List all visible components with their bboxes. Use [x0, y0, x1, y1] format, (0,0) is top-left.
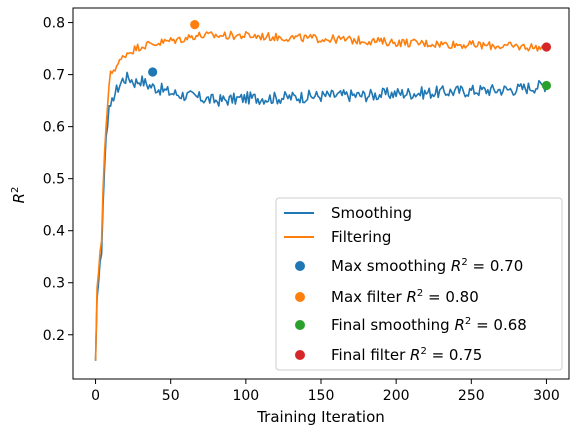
marker-max-smoothing: [148, 67, 158, 77]
x-tick-label: 200: [383, 388, 410, 404]
marker-final-filter: [541, 42, 552, 52]
legend-label-max-filter: Max filter R2 = 0.80: [331, 288, 479, 306]
legend-max-filter-sup: 2: [417, 288, 423, 299]
legend-label-final-filter: Final filter R2 = 0.75: [331, 346, 482, 364]
y-tick-label: 0.5: [43, 172, 65, 188]
x-tick-label: 100: [232, 388, 259, 404]
x-tick-label: 150: [308, 388, 335, 404]
x-tick-label: 0: [91, 388, 100, 404]
legend-final-filter-prefix: Final filter: [331, 346, 410, 364]
legend-max-smoothing-value: = 0.70: [468, 257, 524, 275]
legend-max-smoothing-prefix: Max smoothing: [331, 257, 451, 275]
legend: Smoothing Filtering Max smoothing R2 = 0…: [275, 197, 563, 371]
legend-final-smoothing-r: R: [454, 316, 464, 334]
legend-label-final-smoothing: Final smoothing R2 = 0.68: [331, 316, 527, 334]
legend-final-smoothing-value: = 0.68: [471, 316, 527, 334]
legend-swatch-final-filter: [295, 350, 305, 360]
x-tick-label: 300: [533, 388, 560, 404]
legend-max-smoothing-r: R: [451, 257, 461, 275]
x-tick-label: 50: [162, 388, 180, 404]
legend-max-filter-prefix: Max filter: [331, 288, 406, 306]
legend-final-smoothing-prefix: Final smoothing: [331, 316, 454, 334]
x-tick-label: 250: [458, 388, 485, 404]
y-tick-label: 0.7: [43, 68, 65, 84]
legend-swatch-max-filter: [295, 292, 305, 302]
legend-swatch-max-smoothing: [295, 261, 305, 271]
y-axis-label-sup: 2: [10, 187, 21, 193]
x-axis-ticks: 0 50 100 150 200 250 300: [91, 379, 560, 404]
legend-swatch-final-smoothing: [295, 320, 305, 330]
legend-label-smoothing: Smoothing: [331, 204, 412, 222]
legend-final-filter-value: = 0.75: [427, 346, 483, 364]
legend-final-filter-r: R: [410, 346, 420, 364]
legend-label-max-smoothing: Max smoothing R2 = 0.70: [331, 257, 523, 275]
y-tick-label: 0.8: [43, 16, 65, 32]
series-line-smoothing: [94, 71, 548, 361]
legend-max-filter-value: = 0.80: [423, 288, 479, 306]
legend-final-filter-sup: 2: [420, 346, 426, 357]
legend-final-smoothing-sup: 2: [465, 316, 471, 327]
marker-final-smoothing: [541, 80, 552, 91]
legend-label-filtering: Filtering: [331, 228, 391, 246]
y-tick-label: 0.6: [43, 120, 65, 136]
plot-layer: [94, 20, 552, 361]
legend-max-filter-r: R: [406, 288, 416, 306]
marker-max-filter: [190, 20, 200, 30]
legend-box: [275, 197, 563, 371]
legend-max-smoothing-sup: 2: [461, 257, 467, 268]
y-tick-label: 0.4: [43, 224, 65, 240]
y-tick-label: 0.3: [43, 276, 65, 292]
x-axis-label: Training Iteration: [256, 408, 385, 426]
series-line-filtering: [94, 30, 548, 361]
y-axis-label-base: R: [10, 193, 28, 203]
y-axis-ticks: 0.2 0.3 0.4 0.5 0.6 0.7 0.8: [43, 16, 73, 344]
y-tick-label: 0.2: [43, 328, 65, 344]
y-axis-label: R2: [10, 187, 28, 204]
